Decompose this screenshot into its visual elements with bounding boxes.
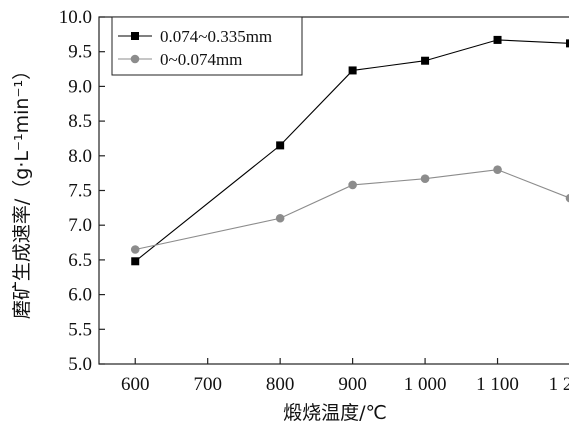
x-tick-label: 800 xyxy=(266,374,295,395)
series-2-point xyxy=(493,165,502,174)
series-line-2 xyxy=(135,169,569,251)
legend-marker-1 xyxy=(131,32,139,40)
legend-box xyxy=(111,16,303,76)
series-1-point xyxy=(348,66,357,75)
legend-label-2: 0~0.074mm xyxy=(160,50,242,69)
series-line-1 xyxy=(134,39,569,262)
series-2-point xyxy=(348,180,357,190)
series-1-point xyxy=(276,141,285,150)
series-2-point xyxy=(565,193,569,203)
y-tick-label: 7.5 xyxy=(68,181,92,202)
legend: 0.074~0.335mm 0~0.074mm xyxy=(111,16,303,76)
y-tick-label: 10.0 xyxy=(59,7,92,28)
series-2-point xyxy=(275,213,285,223)
series-1-point xyxy=(131,257,140,266)
series-1-point xyxy=(493,35,502,44)
y-tick-label: 9.0 xyxy=(68,76,92,97)
series-2-point xyxy=(130,245,140,254)
legend-label-1: 0.074~0.335mm xyxy=(160,27,272,46)
x-tick-label: 1 000 xyxy=(404,374,447,395)
x-tick-label: 600 xyxy=(121,374,150,395)
y-tick-label: 8.0 xyxy=(68,146,92,167)
x-axis-title: 煅烧温度/℃ xyxy=(283,402,387,424)
series-1-point xyxy=(566,39,569,48)
series-2-point xyxy=(420,174,430,184)
y-axis-title: 磨矿生成速率/（g·L⁻¹min⁻¹） xyxy=(11,61,33,319)
x-tick-label: 1 200 xyxy=(549,374,569,395)
y-tick-label: 7.0 xyxy=(68,215,92,236)
series-1-point xyxy=(421,56,430,65)
x-tick-label: 700 xyxy=(193,374,222,395)
x-tick-label: 900 xyxy=(338,374,367,395)
y-tick-label: 5.0 xyxy=(68,354,92,375)
y-tick-label: 5.5 xyxy=(68,319,92,340)
y-axis-ticks: 5.0 5.5 6.0 6.5 7.0 7.5 8.0 8.5 9.0 9.5 10.0 xyxy=(59,7,105,375)
y-tick-label: 9.5 xyxy=(68,42,92,63)
series-lines xyxy=(130,35,569,266)
y-tick-label: 8.5 xyxy=(68,111,92,132)
x-axis-ticks: 600 700 800 900 1 000 1 100 1 200 xyxy=(121,358,569,395)
legend-marker-2 xyxy=(130,54,140,64)
y-tick-label: 6.5 xyxy=(68,250,92,271)
x-tick-label: 1 100 xyxy=(476,374,519,395)
y-tick-label: 6.0 xyxy=(68,285,92,306)
